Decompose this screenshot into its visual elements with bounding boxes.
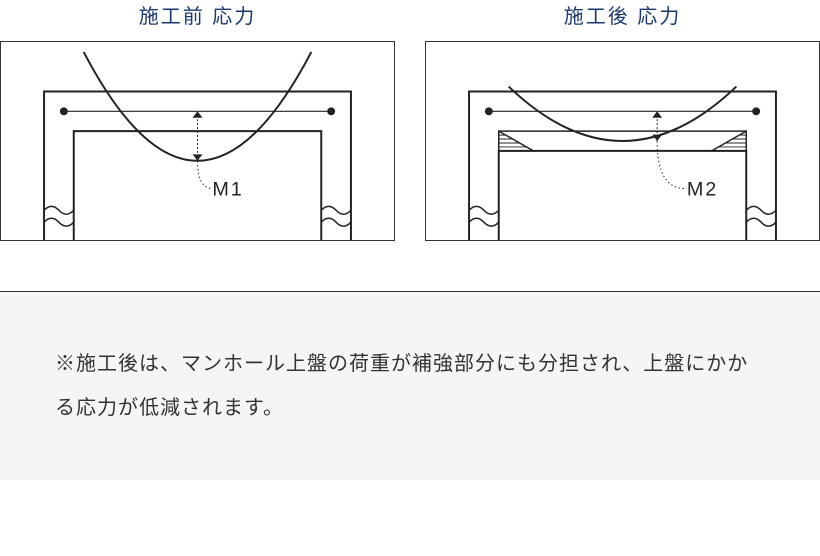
diagrams-row: 施工前 応力 M1 施工後 応力 M2 (0, 0, 820, 241)
note-body: 施工後は、マンホール上盤の荷重が補強部分にも分担され、上盤にかかる応力が低減され… (55, 353, 748, 419)
diagram-before-box: M1 (0, 41, 395, 241)
note-prefix: ※ (55, 353, 76, 375)
diagram-before-block: 施工前 応力 M1 (0, 0, 395, 241)
note-section: ※施工後は、マンホール上盤の荷重が補強部分にも分担され、上盤にかかる応力が低減さ… (0, 292, 820, 480)
note-text: ※施工後は、マンホール上盤の荷重が補強部分にも分担され、上盤にかかる応力が低減さ… (55, 342, 765, 430)
diagram-after-title: 施工後 応力 (564, 0, 682, 29)
diagram-before-svg: M1 (1, 42, 394, 240)
diagram-after-block: 施工後 応力 M2 (425, 0, 820, 241)
svg-text:M2: M2 (687, 178, 718, 200)
diagram-after-svg: M2 (426, 42, 819, 240)
svg-text:M1: M1 (212, 178, 243, 200)
diagram-before-title: 施工前 応力 (139, 0, 257, 29)
diagram-after-box: M2 (425, 41, 820, 241)
